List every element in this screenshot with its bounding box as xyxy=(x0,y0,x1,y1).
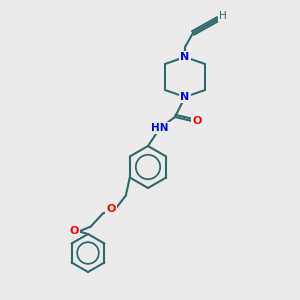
Text: N: N xyxy=(180,92,190,102)
Text: H: H xyxy=(219,11,227,21)
Text: HN: HN xyxy=(151,123,169,133)
Text: O: O xyxy=(106,203,116,214)
Text: N: N xyxy=(180,52,190,62)
Text: O: O xyxy=(192,116,202,126)
Text: O: O xyxy=(69,226,79,236)
